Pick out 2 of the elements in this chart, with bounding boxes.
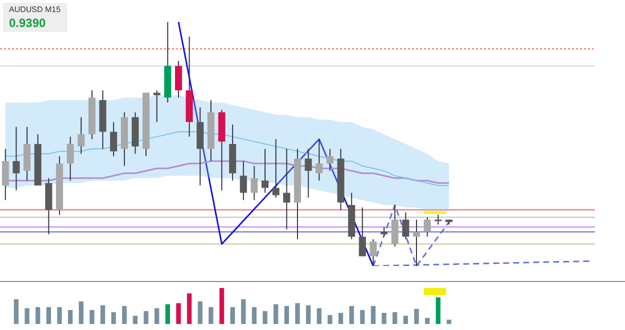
annotation: 0.9390 [9, 16, 47, 30]
chart-title: AUDUSD M15 [9, 5, 61, 14]
